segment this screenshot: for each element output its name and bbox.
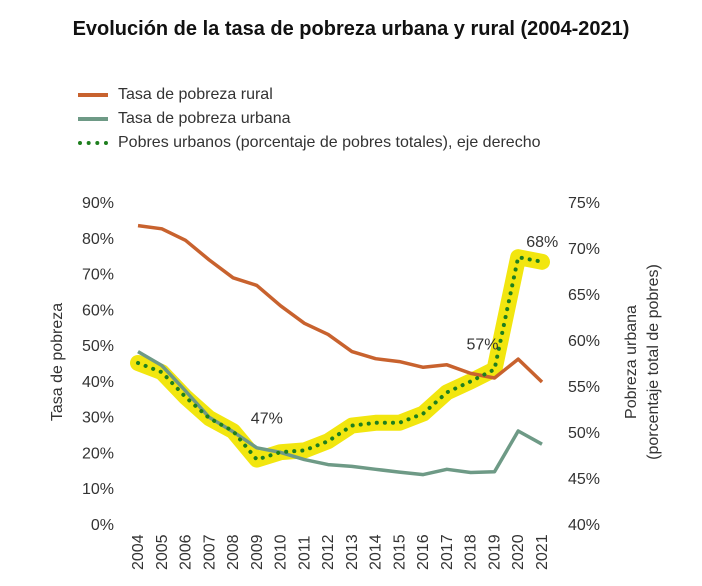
legend-swatch-rural	[78, 93, 108, 97]
x-tick-label: 2004	[130, 534, 147, 570]
x-tick-label: 2014	[368, 534, 385, 570]
y-left-tick-label: 10%	[82, 481, 114, 498]
x-tick-label: 2009	[249, 534, 266, 570]
x-tick-label: 2017	[439, 534, 456, 570]
y-left-axis-title: Tasa de pobreza	[49, 303, 66, 421]
x-tick-label: 2007	[201, 534, 218, 570]
y-right-tick-label: 50%	[568, 425, 600, 442]
y-right-tick-label: 75%	[568, 195, 600, 212]
legend: Tasa de pobreza rural Tasa de pobreza ur…	[78, 84, 540, 156]
legend-item-rural: Tasa de pobreza rural	[78, 84, 540, 106]
legend-label-urbana: Tasa de pobreza urbana	[118, 110, 291, 127]
annotation-57: 57%	[466, 336, 498, 353]
annotation-47: 47%	[251, 411, 283, 428]
highlight-layer	[130, 249, 550, 468]
x-tick-label: 2018	[463, 534, 480, 570]
annotation-68: 68%	[526, 234, 558, 251]
y-left-tick-label: 60%	[82, 302, 114, 319]
chart-title: Evolución de la tasa de pobreza urbana y…	[72, 18, 630, 40]
series-line-rural	[137, 223, 544, 384]
lines-layer	[136, 223, 544, 477]
annotation-layer: 47% 57% 68%	[251, 234, 558, 427]
y-left-tick-label: 80%	[82, 231, 114, 248]
legend-swatch-pobres-urbanos	[78, 141, 108, 145]
axes-layer: 0% 10% 20% 30% 40% 50% 60% 70% 80% 90% 40% 45% 50% 55…	[49, 195, 662, 570]
y-left-tick-label: 40%	[82, 374, 114, 391]
y-right-tick-label: 60%	[568, 333, 600, 350]
y-right-axis-title-line2: (porcentaje total de pobres)	[645, 264, 662, 460]
y-right-axis-title-line1: Pobreza urbana	[623, 305, 640, 419]
x-tick-label: 2011	[296, 535, 313, 570]
legend-swatch-urbana	[78, 117, 108, 121]
y-left-tick-label: 30%	[82, 410, 114, 427]
x-tick-label: 2020	[510, 534, 527, 570]
y-left-tick-label: 70%	[82, 267, 114, 284]
y-left-tick-label: 90%	[82, 195, 114, 212]
x-tick-label: 2006	[178, 534, 195, 570]
y-left-tick-label: 0%	[91, 517, 114, 534]
x-tick-label: 2005	[154, 534, 171, 570]
y-right-tick-label: 55%	[568, 379, 600, 396]
x-tick-label: 2013	[344, 534, 361, 570]
series-line-urbana	[137, 350, 543, 477]
series-highlight-band	[130, 249, 550, 468]
y-right-tick-label: 65%	[568, 287, 600, 304]
x-tick-label: 2019	[486, 534, 503, 570]
series-line-pobres-urbanos	[136, 255, 544, 462]
legend-label-pobres-urbanos: Pobres urbanos (porcentaje de pobres tot…	[118, 134, 541, 151]
legend-item-urbana: Tasa de pobreza urbana	[78, 108, 540, 130]
x-tick-label: 2016	[415, 534, 432, 570]
x-tick-label: 2010	[273, 534, 290, 570]
x-tick-label: 2008	[225, 534, 242, 570]
x-tick-label: 2015	[391, 534, 408, 570]
x-tick-label: 2021	[534, 534, 551, 570]
y-left-tick-label: 50%	[82, 338, 114, 355]
legend-item-pobres-urbanos: Pobres urbanos (porcentaje de pobres tot…	[78, 132, 540, 154]
y-right-tick-label: 45%	[568, 471, 600, 488]
x-tick-label: 2012	[320, 534, 337, 570]
y-right-tick-label: 70%	[568, 241, 600, 258]
y-right-tick-label: 40%	[568, 517, 600, 534]
legend-label-rural: Tasa de pobreza rural	[118, 86, 273, 103]
y-left-tick-label: 20%	[82, 445, 114, 462]
